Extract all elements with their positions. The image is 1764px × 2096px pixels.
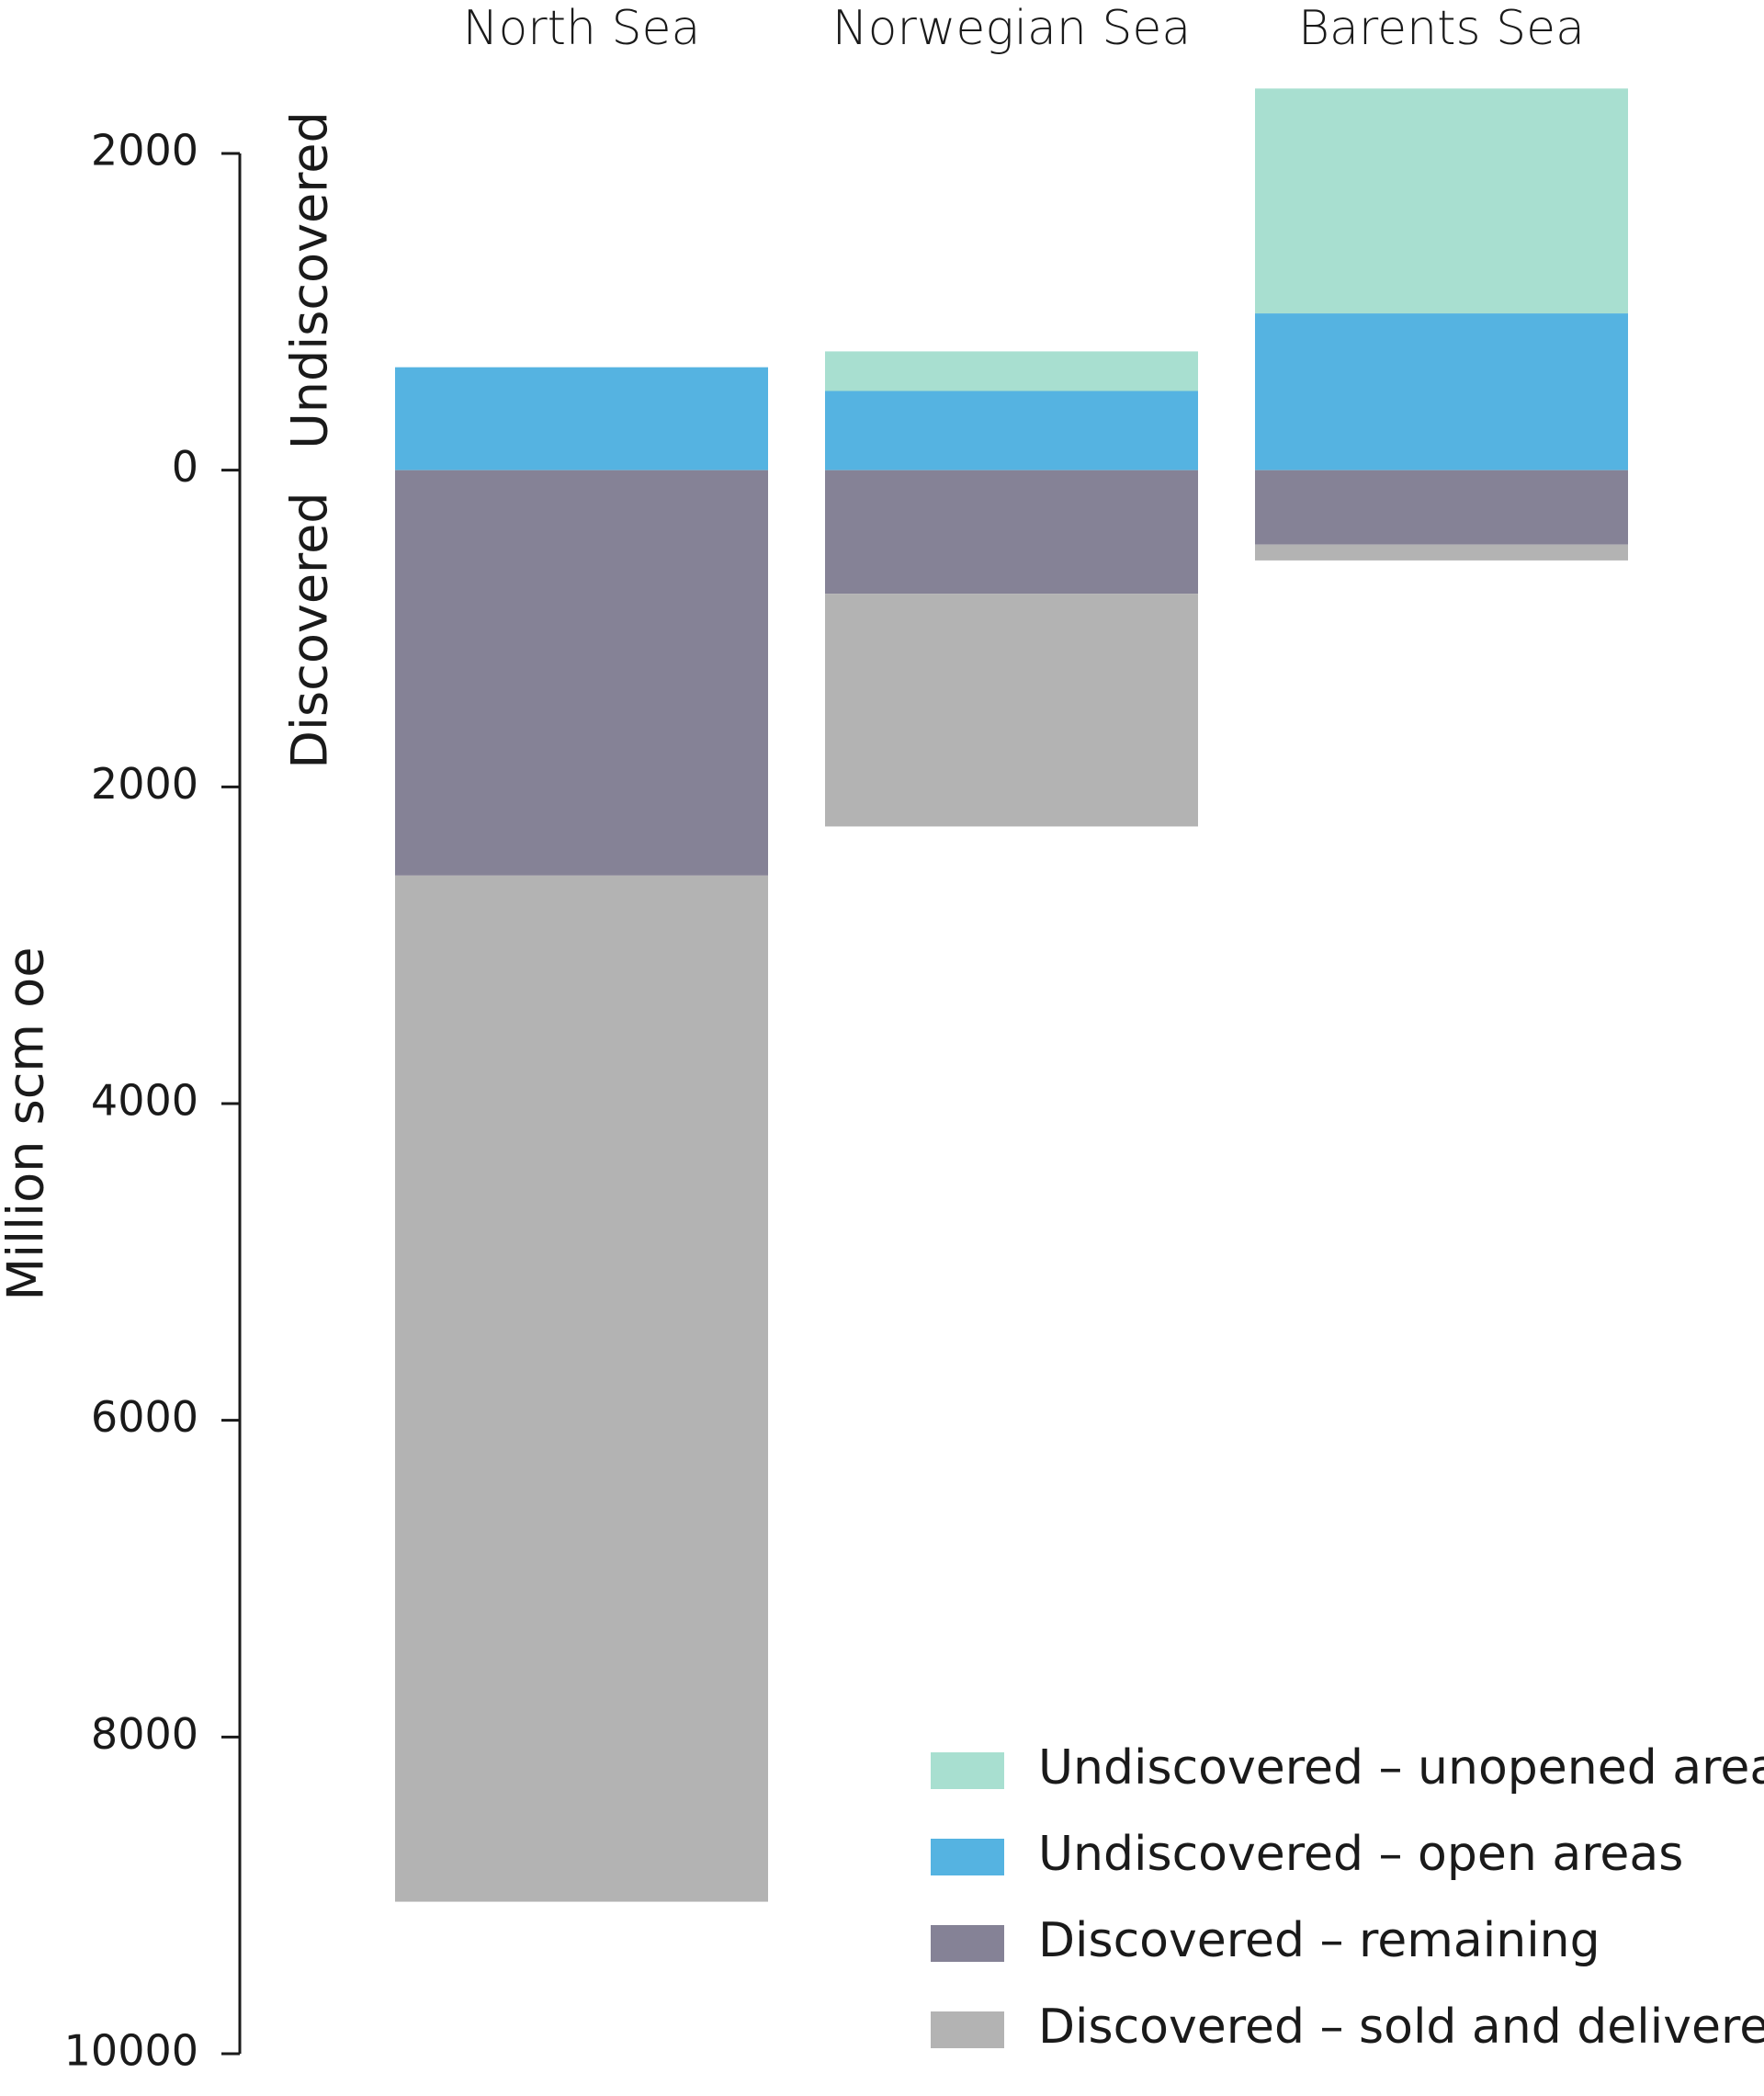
bar-segment bbox=[825, 594, 1198, 827]
y-tick-label: 8000 bbox=[91, 1709, 198, 1759]
y-tick-label: 2000 bbox=[91, 126, 198, 176]
y-tick-label: 6000 bbox=[91, 1392, 198, 1442]
bar-segment bbox=[1255, 544, 1628, 561]
bar-segment bbox=[825, 470, 1198, 595]
legend-label: Discovered – sold and delivered bbox=[1038, 2000, 1764, 2055]
bar-segment bbox=[395, 875, 768, 1902]
category-label: North Sea bbox=[463, 1, 701, 56]
y-tick-label: 10000 bbox=[64, 2026, 198, 2076]
category-label: Norwegian Sea bbox=[832, 1, 1191, 56]
legend-label: Undiscovered – open areas bbox=[1038, 1827, 1683, 1882]
legend-label: Undiscovered – unopened areas bbox=[1038, 1740, 1764, 1796]
category-label: Barents Sea bbox=[1298, 1, 1585, 56]
legend-swatch bbox=[931, 1752, 1004, 1789]
y-axis-label: Million scm oe bbox=[0, 947, 55, 1301]
legend-label: Discovered – remaining bbox=[1038, 1913, 1600, 1968]
annotation: Undiscovered bbox=[281, 111, 339, 449]
bar-segment bbox=[1255, 313, 1628, 470]
annotation: Discovered bbox=[281, 492, 339, 768]
y-tick-label: 0 bbox=[172, 442, 198, 492]
bar-segment bbox=[1255, 470, 1628, 545]
bar-segment bbox=[395, 367, 768, 470]
y-tick-label: 4000 bbox=[91, 1076, 198, 1126]
bar-segment bbox=[825, 351, 1198, 391]
bar-segment bbox=[825, 391, 1198, 470]
legend-swatch bbox=[931, 2011, 1004, 2048]
legend-swatch bbox=[931, 1839, 1004, 1875]
y-tick-label: 2000 bbox=[91, 759, 198, 809]
legend-swatch bbox=[931, 1925, 1004, 1962]
bar-segment bbox=[1255, 88, 1628, 314]
bar-segment bbox=[395, 470, 768, 876]
